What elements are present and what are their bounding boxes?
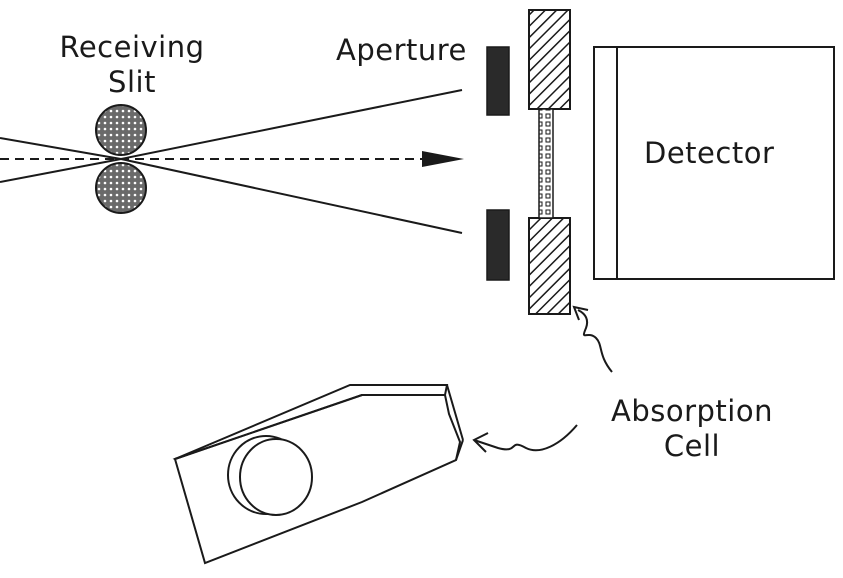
receiving-slit-upper-roller	[95, 104, 147, 156]
cell-cartridge-front-face	[173, 394, 462, 565]
ray-outgoing-upper	[120, 89, 463, 160]
pointer-to-cell-cartridge-arrowhead	[472, 432, 489, 453]
receiving-slit-label-line1: Receiving	[59, 30, 205, 64]
cell-cartridge-side-edge	[446, 384, 464, 441]
aperture-label: Aperture	[336, 33, 467, 67]
receiving-slit-label-line2: Slit	[108, 65, 156, 99]
receiving-slit-lower-roller	[95, 162, 147, 214]
absorption-cell-label-line1: Absorption	[611, 394, 773, 428]
beam-arrowhead	[422, 151, 464, 167]
pointer-to-cell-holder	[577, 309, 613, 373]
pointer-to-cell-holder-arrowhead	[572, 305, 589, 321]
ray-incoming-upper	[0, 137, 122, 160]
detector-label: Detector	[644, 136, 775, 170]
pointer-to-cell-cartridge	[473, 424, 578, 452]
cell-window	[538, 108, 554, 219]
absorption-cell-label-line2: Cell	[663, 429, 721, 463]
aperture-block-bottom	[486, 209, 510, 281]
ray-outgoing-lower	[120, 158, 463, 234]
aperture-block-top	[486, 46, 510, 116]
ray-incoming-lower	[0, 158, 122, 183]
cell-holder-top	[528, 9, 571, 110]
cell-cartridge-window	[239, 438, 313, 516]
cell-holder-bottom	[528, 217, 571, 315]
cell-cartridge-top-edge	[174, 394, 363, 460]
detector-box	[593, 46, 835, 280]
cell-cartridge-corner-edge	[455, 439, 464, 461]
